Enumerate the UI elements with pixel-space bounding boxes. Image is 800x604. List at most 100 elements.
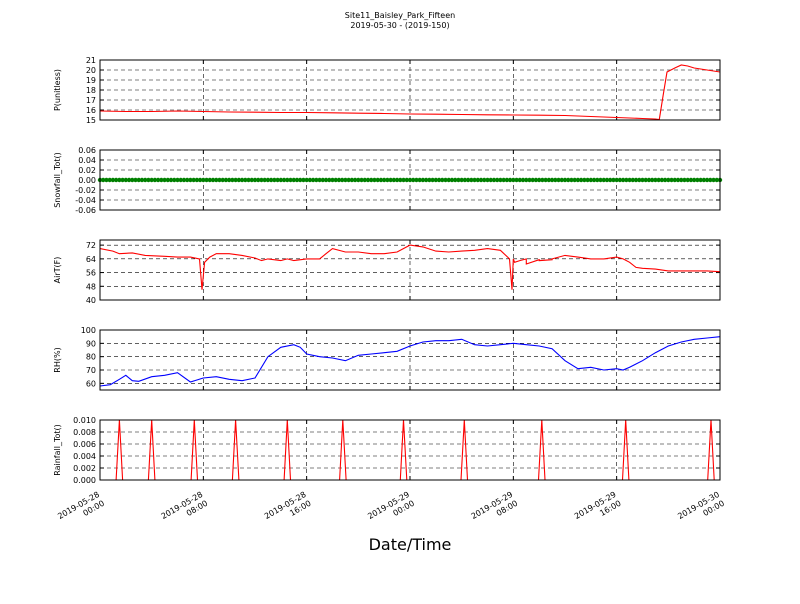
panel-1-series-marker: [462, 177, 468, 183]
panel-1-series-marker: [333, 177, 338, 183]
panel-1-series-marker: [701, 177, 707, 183]
panel-1-series-marker: [220, 177, 225, 183]
panel-1-series-marker: [130, 177, 135, 183]
panel-0-ylabel: P(unitless): [53, 69, 62, 111]
panel-1-series-marker: [394, 177, 400, 183]
panel-1-series-marker: [330, 177, 335, 183]
panel-1-series-marker: [556, 177, 561, 183]
panel-1-series-marker: [659, 177, 665, 183]
panel-1-frame: [99, 149, 721, 211]
panel-1-series-marker: [417, 177, 422, 183]
panel-1-series-marker: [617, 177, 623, 183]
panel-4: 0.000 0.002 0.004 0.006 0.008 0.010 Rainfall_T…: [53, 416, 721, 485]
panel-1-series-marker: [698, 177, 703, 183]
panel-1-series-marker: [582, 177, 587, 183]
panel-1-series-marker: [453, 177, 458, 183]
panel-1-series-marker: [691, 177, 697, 183]
panel-1-series-marker: [520, 177, 526, 183]
panel-1-series-marker: [249, 177, 254, 183]
panel-1-series-marker: [695, 177, 700, 183]
panel-1-series-marker: [578, 177, 584, 183]
panel-1-series-marker: [614, 177, 619, 183]
panel-1-series-marker: [624, 177, 629, 183]
panel-2-ytick-label-2: 56: [86, 269, 96, 278]
panel-1-series-marker: [155, 177, 161, 183]
panel-1-series-marker: [362, 177, 367, 183]
panel-1-series-marker: [236, 177, 242, 183]
panel-1-series-marker: [443, 177, 448, 183]
panel-1-series-marker: [507, 177, 513, 183]
panel-1-series-marker: [456, 177, 461, 183]
x-axis-label: Date/Time: [369, 535, 452, 554]
panel-1-series-marker: [378, 177, 384, 183]
panel-1-series-marker: [188, 177, 193, 183]
panel-0-ytick-label-5: 20: [86, 66, 96, 75]
panel-1-series-marker: [498, 177, 503, 183]
panel-1-series-marker: [630, 177, 636, 183]
panel-1-series-marker: [620, 177, 626, 183]
panel-1-series-marker: [233, 177, 238, 183]
panel-1-series-marker: [356, 177, 361, 183]
panel-1-series-marker: [214, 177, 219, 183]
panel-1-series-marker: [675, 177, 681, 183]
panel-3-frame: [99, 329, 721, 391]
panel-1-series-marker: [595, 177, 600, 183]
panel-1-series-marker: [679, 177, 684, 183]
panel-1-series-marker: [533, 177, 539, 183]
panel-1-series-marker: [633, 177, 639, 183]
panel-1-series-marker: [194, 177, 200, 183]
panel-1-series-marker: [375, 177, 380, 183]
panel-1-series-marker: [352, 177, 358, 183]
x-tick-label-6: 2019-05-3000:00: [676, 490, 726, 530]
panel-1-series-marker: [433, 177, 439, 183]
panel-1-series-marker: [640, 177, 645, 183]
panel-1-series-marker: [388, 177, 393, 183]
panel-1-series-marker: [323, 177, 329, 183]
panel-1-series-marker: [256, 177, 261, 183]
panel-1-ytick-label-3: 0.00: [78, 176, 96, 185]
panel-1-ytick-label-2: -0.02: [75, 186, 96, 195]
panel-3-ytick-label-1: 70: [86, 366, 96, 375]
chart-subtitle: 2019-05-30 - (2019-150): [350, 21, 449, 30]
panel-1-series-marker: [139, 177, 145, 183]
panel-1-series-marker: [113, 177, 119, 183]
panel-1-series-marker: [627, 177, 632, 183]
x-tick-label-4: 2019-05-2908:00: [470, 490, 520, 530]
panel-1-series-marker: [475, 177, 481, 183]
panel-1-series-marker: [646, 177, 652, 183]
panel-1-series-marker: [585, 177, 590, 183]
panel-2-ytick-label-0: 40: [86, 296, 96, 305]
panel-1-series-marker: [146, 177, 151, 183]
panel-1-series-marker: [543, 177, 548, 183]
panel-1-series-marker: [427, 177, 432, 183]
panel-1-series-marker: [281, 177, 287, 183]
panel-1-series-marker: [653, 177, 658, 183]
panel-4-ytick-label-0: 0.000: [73, 476, 96, 485]
panel-1: -0.06-0.04-0.020.000.020.040.06 Snowfall_…: [53, 146, 723, 215]
panel-0-frame: [99, 59, 721, 121]
panel-1-series-marker: [285, 177, 290, 183]
panel-1-series-marker: [278, 177, 284, 183]
panel-1-ytick-label-6: 0.06: [78, 146, 96, 155]
panel-1-series-marker: [223, 177, 229, 183]
panel-4-ytick-label-3: 0.006: [73, 440, 96, 449]
x-tick-label-5: 2019-05-2916:00: [573, 490, 623, 530]
panel-1-series-marker: [588, 177, 594, 183]
x-tick-label-2: 2019-05-2816:00: [263, 490, 313, 530]
panel-1-series-marker: [527, 177, 532, 183]
panel-1-series-marker: [136, 177, 141, 183]
panel-1-series-marker: [685, 177, 690, 183]
panel-4-ylabel: Rainfall_Tot(): [53, 424, 62, 476]
x-axis: 2019-05-2800:00 2019-05-2808:00 2019-05-28…: [56, 490, 726, 530]
panel-1-series-marker: [546, 177, 552, 183]
panel-0-ytick-label-4: 19: [86, 76, 96, 85]
panel-2-frame: [99, 239, 721, 301]
panel-1-series-marker: [569, 177, 574, 183]
panel-1-series-marker: [252, 177, 258, 183]
panel-1-series-marker: [359, 177, 364, 183]
panel-0-ytick-label-1: 16: [86, 106, 96, 115]
panel-1-series-marker: [298, 177, 303, 183]
